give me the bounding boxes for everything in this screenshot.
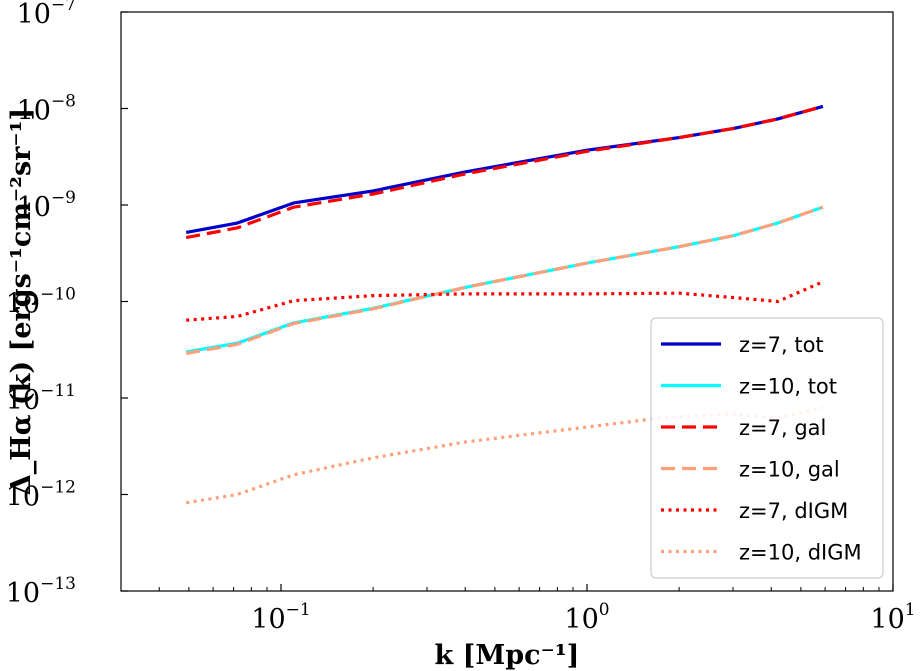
- legend: z=7, tot z=10, tot z=7, gal z=10, gal z=7, d…: [650, 317, 884, 579]
- y-tick-label: 10−9: [17, 188, 76, 223]
- legend-label-0: z=7, tot: [739, 333, 824, 357]
- legend-label-4: z=7, dIGM: [739, 499, 848, 523]
- legend-label-5: z=10, dIGM: [739, 541, 862, 565]
- axis-ticks: 10−1 100 101 10−13 10−12 10−11 10−10 10−9 10−8 10…: [6, 0, 916, 635]
- series-line-3: [185, 205, 824, 355]
- y-tick-label: 10−10: [6, 285, 76, 320]
- y-tick-label: 10−7: [17, 0, 76, 30]
- legend-label-2: z=7, gal: [739, 416, 826, 440]
- series-line-2: [185, 104, 824, 240]
- legend-box: [650, 317, 884, 579]
- series-line-4: [186, 280, 824, 322]
- y-tick-label: 10−8: [17, 92, 76, 127]
- x-axis-label: k [Mpc⁻¹]: [435, 640, 580, 671]
- y-tick-label: 10−12: [6, 478, 76, 513]
- legend-label-1: z=10, tot: [739, 375, 837, 399]
- x-tick-label: 100: [564, 600, 609, 635]
- series-line-0: [185, 104, 824, 234]
- x-tick-label: 101: [870, 600, 915, 635]
- y-tick-label: 10−11: [6, 381, 76, 416]
- y-tick-label: 10−13: [6, 574, 76, 609]
- x-tick-label: 10−1: [251, 600, 310, 635]
- y-axis-label: Δ_Hα (k) [ergs⁻¹cm⁻²sr⁻¹]: [6, 108, 37, 496]
- legend-label-3: z=10, gal: [739, 458, 840, 482]
